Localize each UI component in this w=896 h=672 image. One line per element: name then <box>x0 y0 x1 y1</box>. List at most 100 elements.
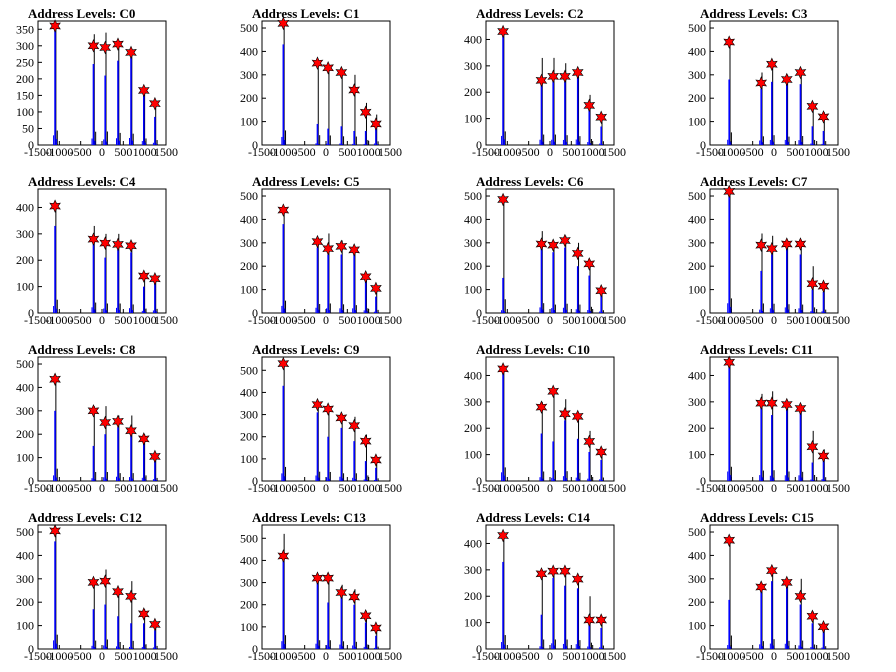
y-tick-label: 300 <box>688 572 706 586</box>
x-tick-label: -1500 <box>696 481 724 495</box>
peak-star-marker <box>794 589 807 604</box>
peak-star-marker <box>335 65 348 80</box>
peak-star-marker <box>322 571 334 585</box>
plot-frame <box>485 524 615 650</box>
chart-title: Address Levels: C10 <box>476 342 590 357</box>
peak-star-marker <box>335 585 348 600</box>
x-tick-label: 1500 <box>826 481 850 495</box>
y-tick-label: 300 <box>240 68 258 82</box>
x-tick-label: -1500 <box>696 649 724 663</box>
y-tick-label: 200 <box>688 595 706 609</box>
x-tick-label: 1000 <box>581 649 605 663</box>
plot-frame <box>37 356 167 482</box>
x-tick-label: 1500 <box>154 649 178 663</box>
peak-star-marker <box>311 234 324 249</box>
y-tick-label: 300 <box>464 236 482 250</box>
peak-star-marker <box>583 434 596 449</box>
x-tick-label: -1000 <box>45 313 73 327</box>
peak-star-marker <box>87 575 100 590</box>
x-tick-label: 500 <box>338 313 356 327</box>
x-tick-label: -500 <box>294 313 316 327</box>
y-tick-label: 200 <box>688 421 706 435</box>
peak-star-marker <box>559 564 571 578</box>
x-tick-label: -1000 <box>269 313 297 327</box>
y-tick-label: 300 <box>464 59 482 73</box>
histogram-panel: Address Levels: C9 0 100 200 300 400 500 -1500-… <box>224 336 448 504</box>
x-tick-label: -500 <box>294 649 316 663</box>
y-tick-label: 400 <box>688 548 706 562</box>
x-tick-label: 0 <box>99 481 105 495</box>
y-tick-label: 500 <box>688 21 706 35</box>
y-tick-label: 100 <box>240 283 258 297</box>
x-tick-label: 1500 <box>154 481 178 495</box>
y-tick-label: 100 <box>464 616 482 630</box>
x-tick-label: -500 <box>70 649 92 663</box>
peak-star-marker <box>49 19 61 33</box>
x-tick-label: 1500 <box>602 649 626 663</box>
x-tick-label: -500 <box>294 481 316 495</box>
histogram-panel: Address Levels: C3 0 100 200 300 400 500 -1500-… <box>672 0 896 168</box>
peak-star-marker <box>49 199 61 213</box>
x-tick-label: -1000 <box>45 481 73 495</box>
peak-star-marker <box>125 45 137 60</box>
peak-star-marker <box>311 397 324 412</box>
y-tick-label: 100 <box>240 620 258 634</box>
histogram-panel: Address Levels: C5 0 100 200 300 400 500 -1500-… <box>224 168 448 336</box>
x-tick-label: 500 <box>114 313 132 327</box>
y-tick-label: 0 <box>700 474 706 488</box>
plot-frame <box>485 356 615 482</box>
peak-star-marker <box>766 396 778 410</box>
peak-star-marker <box>595 284 608 298</box>
y-tick-label: 300 <box>16 572 34 586</box>
x-tick-label: 500 <box>786 313 804 327</box>
y-tick-label: 0 <box>28 306 34 320</box>
x-tick-label: -1500 <box>24 481 52 495</box>
x-tick-label: -500 <box>742 145 764 159</box>
y-tick-label: 200 <box>464 259 482 273</box>
x-tick-label: 1500 <box>602 481 626 495</box>
y-tick-label: 100 <box>16 280 34 294</box>
x-tick-label: -1500 <box>24 145 52 159</box>
y-tick-label: 0 <box>476 306 482 320</box>
plot-frame <box>485 188 615 314</box>
peak-star-marker <box>559 406 571 421</box>
y-tick-label: 100 <box>688 283 706 297</box>
x-tick-label: 1500 <box>602 313 626 327</box>
y-tick-label: 0 <box>476 138 482 152</box>
histogram-panel: Address Levels: C12 0 100 200 300 400 500 -1500… <box>0 504 224 672</box>
y-tick-label: 0 <box>28 138 34 152</box>
y-tick-label: 300 <box>240 408 258 422</box>
y-tick-label: 0 <box>252 474 258 488</box>
x-tick-label: -1500 <box>248 481 276 495</box>
y-tick-label: 400 <box>688 44 706 58</box>
x-tick-label: 500 <box>786 145 804 159</box>
x-tick-label: -1500 <box>248 649 276 663</box>
x-tick-label: -500 <box>518 313 540 327</box>
y-tick-label: 300 <box>688 68 706 82</box>
x-tick-label: 1000 <box>357 481 381 495</box>
x-tick-label: 0 <box>323 313 329 327</box>
y-tick-label: 500 <box>240 21 258 35</box>
x-tick-label: -1500 <box>472 145 500 159</box>
chart-title: Address Levels: C6 <box>476 174 584 189</box>
x-tick-label: 1500 <box>378 481 402 495</box>
x-tick-label: 1500 <box>154 313 178 327</box>
peak-star-marker <box>817 279 830 293</box>
chart-title: Address Levels: C15 <box>700 510 814 525</box>
x-tick-label: -500 <box>70 145 92 159</box>
x-tick-label: -1000 <box>45 649 73 663</box>
y-tick-label: 200 <box>16 72 34 86</box>
peak-star-marker <box>806 277 819 291</box>
y-tick-label: 400 <box>688 368 706 382</box>
peak-star-marker <box>559 233 571 248</box>
chart-title: Address Levels: C8 <box>28 342 136 357</box>
peak-star-marker <box>112 37 124 51</box>
peak-star-marker <box>370 117 382 131</box>
histogram-panel: Address Levels: C4 0 100 200 300 400 -1500 -100… <box>0 168 224 336</box>
